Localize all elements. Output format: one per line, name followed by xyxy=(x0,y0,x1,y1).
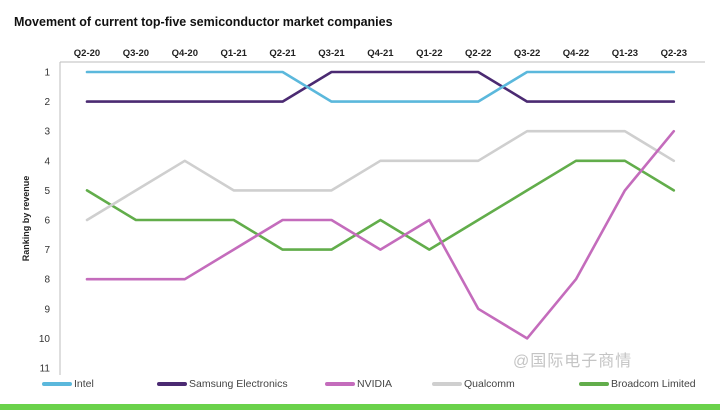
legend-swatch xyxy=(325,382,355,386)
y-tick-label: 4 xyxy=(44,156,50,167)
x-tick-label: Q4-20 xyxy=(172,48,198,59)
y-tick-label: 8 xyxy=(44,275,50,286)
x-tick-label: Q4-21 xyxy=(367,48,394,59)
series-line-nvidia xyxy=(85,129,676,340)
y-tick-label: 3 xyxy=(44,127,50,138)
x-tick-label: Q1-23 xyxy=(612,48,638,59)
legend-item: NVIDIA xyxy=(325,377,392,391)
x-tick-label: Q2-21 xyxy=(269,48,296,59)
series-line-qualcomm xyxy=(85,129,676,222)
legend-label: Qualcomm xyxy=(464,378,515,390)
y-axis-title: Ranking by revenue xyxy=(21,176,31,262)
series-line-broadcom-limited xyxy=(85,159,676,251)
y-tick-label: 5 xyxy=(44,186,50,197)
y-tick-label: 10 xyxy=(39,334,51,345)
legend-label: Intel xyxy=(74,378,94,390)
legend-swatch xyxy=(432,382,462,386)
legend-swatch xyxy=(157,382,187,386)
y-tick-label: 2 xyxy=(44,97,50,108)
legend-label: Broadcom Limited xyxy=(611,378,696,390)
y-tick-label: 9 xyxy=(44,304,50,315)
x-tick-label: Q3-22 xyxy=(514,48,540,59)
legend-swatch xyxy=(42,382,72,386)
x-tick-label: Q4-22 xyxy=(563,48,589,59)
x-tick-label: Q3-21 xyxy=(318,48,345,59)
x-tick-label: Q3-20 xyxy=(123,48,149,59)
legend-item: Qualcomm xyxy=(432,377,515,391)
y-tick-label: 1 xyxy=(44,68,50,79)
y-tick-label: 7 xyxy=(44,245,50,256)
y-tick-label: 6 xyxy=(44,216,50,227)
chart-legend: Intel Samsung Electronics NVIDIA Qualcomm Br… xyxy=(42,377,712,393)
legend-label: NVIDIA xyxy=(357,378,393,390)
watermark-text: @国际电子商情 xyxy=(513,353,633,370)
x-tick-label: Q1-22 xyxy=(416,48,442,59)
legend-item: Broadcom Limited xyxy=(579,377,696,391)
legend-item: Intel xyxy=(42,377,94,391)
x-tick-label: Q2-20 xyxy=(74,48,100,59)
legend-item: Samsung Electronics xyxy=(157,377,288,391)
series-line-intel xyxy=(85,70,676,103)
x-tick-label: Q2-22 xyxy=(465,48,491,59)
y-tick-label: 11 xyxy=(40,364,51,375)
x-tick-label: Q2-23 xyxy=(661,48,687,59)
series-line-samsung-electronics xyxy=(85,70,676,103)
x-tick-label: Q1-21 xyxy=(220,48,247,59)
bottom-accent-bar xyxy=(0,404,720,410)
legend-label: Samsung Electronics xyxy=(189,378,288,390)
legend-swatch xyxy=(579,382,609,386)
chart-title: Movement of current top-five semiconduct… xyxy=(14,15,393,29)
